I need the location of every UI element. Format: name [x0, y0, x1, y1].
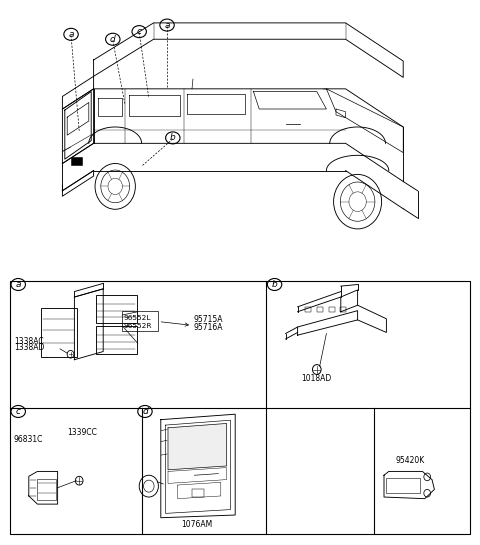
Bar: [340, 307, 346, 312]
Text: a: a: [68, 30, 74, 39]
Bar: [329, 307, 335, 312]
Text: 95715A: 95715A: [193, 316, 223, 324]
Text: 95420K: 95420K: [396, 456, 425, 465]
Bar: [41, 308, 77, 357]
Bar: [305, 307, 311, 312]
Bar: [37, 479, 56, 500]
Bar: [71, 157, 82, 165]
Bar: [386, 478, 420, 493]
Text: c: c: [137, 27, 142, 36]
Text: 1338AC: 1338AC: [14, 337, 44, 346]
Polygon shape: [168, 423, 227, 470]
Text: 1339CC: 1339CC: [67, 428, 97, 437]
Bar: [10, 281, 470, 534]
Bar: [317, 307, 323, 312]
Text: d: d: [142, 407, 148, 416]
Text: 1338AD: 1338AD: [14, 343, 45, 352]
Text: b: b: [272, 280, 277, 289]
Text: c: c: [16, 407, 21, 416]
Text: a: a: [15, 280, 21, 289]
Text: 96552L: 96552L: [124, 314, 151, 321]
Text: 96552R: 96552R: [124, 323, 152, 329]
Text: a: a: [164, 21, 170, 29]
Bar: [96, 326, 137, 354]
Bar: [122, 311, 158, 331]
Text: 1076AM: 1076AM: [181, 520, 213, 529]
Bar: [96, 295, 137, 323]
Bar: [192, 489, 204, 497]
Text: 95716A: 95716A: [193, 323, 223, 332]
Text: 1018AD: 1018AD: [301, 374, 332, 383]
Text: b: b: [170, 134, 176, 142]
Text: d: d: [110, 35, 116, 44]
Text: 96831C: 96831C: [13, 435, 43, 444]
